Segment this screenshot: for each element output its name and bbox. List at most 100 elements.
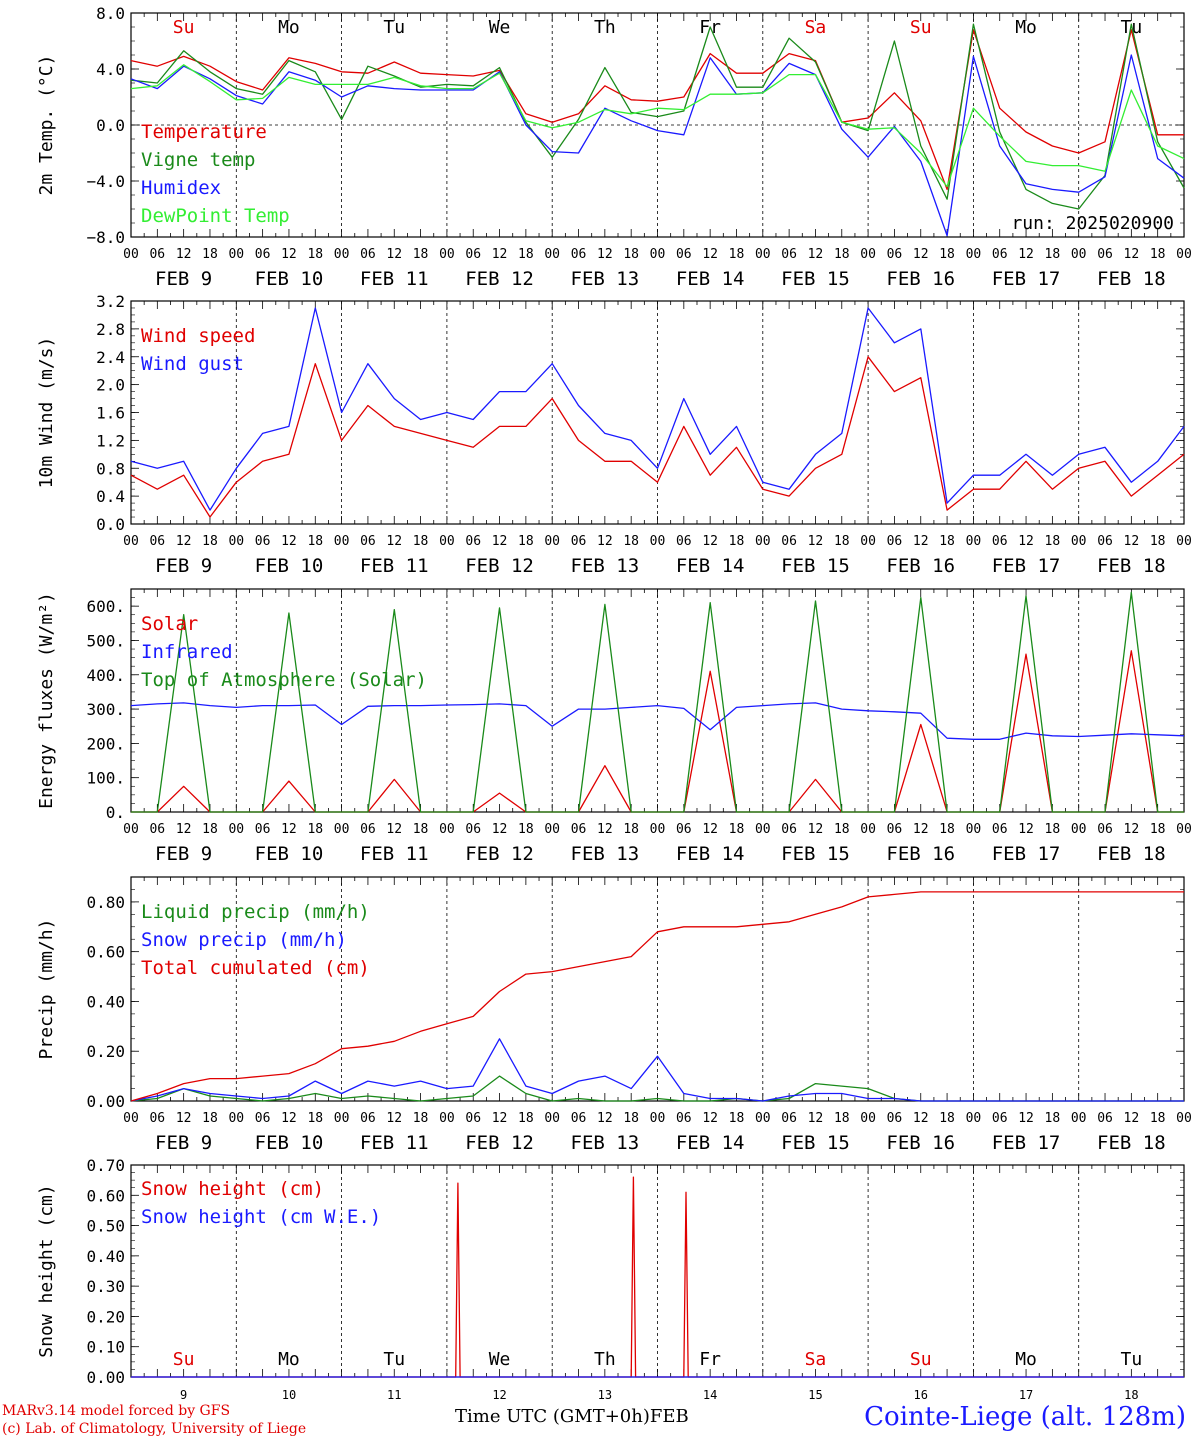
series-line-green xyxy=(130,23,1185,210)
y-tick-label: 500. xyxy=(86,631,125,650)
hour-label: 06 xyxy=(676,534,692,549)
series-line-blue xyxy=(130,307,1185,511)
date-label: FEB 10 xyxy=(255,843,324,865)
hour-label: 00 xyxy=(1176,1111,1192,1126)
y-tick-label: 0.30 xyxy=(86,1277,125,1296)
credit-line-1: MARv3.14 model forced by GFS xyxy=(2,1403,231,1419)
y-axis-label: 10m Wind (m/s) xyxy=(36,337,57,489)
hour-label: 18 xyxy=(202,822,218,837)
hour-label: 06 xyxy=(781,1111,797,1126)
date-label: FEB 12 xyxy=(465,268,534,290)
date-label: FEB 10 xyxy=(255,555,324,577)
hour-label: 18 xyxy=(307,247,323,262)
hour-label: 00 xyxy=(966,1111,982,1126)
hour-label: 12 xyxy=(913,822,929,837)
hour-label: 06 xyxy=(149,247,165,262)
series-line-red xyxy=(130,356,1185,518)
hour-label: 00 xyxy=(1176,534,1192,549)
panel-energy: 600. 500. 400. 300. 200. 100. 0. Energy fluxes … xyxy=(36,588,1192,865)
y-tick-label: 0.70 xyxy=(86,1156,125,1175)
y-axis-label: Energy fluxes (W/m²) xyxy=(36,592,57,809)
plot-frame xyxy=(130,588,1185,813)
hour-label: 12 xyxy=(913,247,929,262)
hour-label: 18 xyxy=(729,247,745,262)
legend-entry: Infrared xyxy=(141,641,233,663)
hour-label: 00 xyxy=(228,1111,244,1126)
hour-label: 12 xyxy=(808,822,824,837)
series-line-red xyxy=(130,29,1184,191)
hour-label: 00 xyxy=(650,247,666,262)
y-tick-label: 0.20 xyxy=(86,1307,125,1326)
hour-label: 06 xyxy=(992,534,1008,549)
hour-label: 12 xyxy=(492,822,508,837)
hour-label: 06 xyxy=(1097,1111,1113,1126)
hour-label: 00 xyxy=(1071,1111,1087,1126)
hour-label: 06 xyxy=(676,1111,692,1126)
series-line-blue xyxy=(130,54,1185,237)
hour-label: 12 xyxy=(386,534,402,549)
hour-label: 12 xyxy=(1124,247,1140,262)
hour-label: 00 xyxy=(123,1111,139,1126)
hour-label: 12 xyxy=(597,534,613,549)
hour-label: 18 xyxy=(834,534,850,549)
x-axis-title: Time UTC (GMT+0h)FEB xyxy=(455,1406,689,1427)
hour-label: 12 xyxy=(1018,822,1034,837)
hour-label: 00 xyxy=(650,534,666,549)
hour-label: 12 xyxy=(1124,534,1140,549)
hour-label: 18 xyxy=(518,822,534,837)
day-name: Su xyxy=(173,17,195,38)
hour-label: 06 xyxy=(887,822,903,837)
day-name: Tu xyxy=(383,17,405,38)
hour-label: 12 xyxy=(492,534,508,549)
date-label: FEB 18 xyxy=(1097,843,1166,865)
hour-label: 18 xyxy=(202,534,218,549)
y-tick-label: 0.0 xyxy=(96,515,125,534)
date-label: FEB 14 xyxy=(676,843,745,865)
date-label: FEB 16 xyxy=(886,843,955,865)
hour-label: 00 xyxy=(650,822,666,837)
hour-label: 12 xyxy=(281,1111,297,1126)
date-label: FEB 17 xyxy=(992,555,1061,577)
hour-label: 00 xyxy=(439,1111,455,1126)
y-tick-label: 0.0 xyxy=(96,116,125,135)
hour-label: 18 xyxy=(623,822,639,837)
legend-entry: Snow precip (mm/h) xyxy=(141,929,347,951)
y-tick-label: 0.4 xyxy=(96,487,125,506)
hour-label: 12 xyxy=(492,1111,508,1126)
hour-label: 00 xyxy=(123,534,139,549)
station-name: Cointe-Liege (alt. 128m) xyxy=(864,1402,1186,1432)
hour-label: 12 xyxy=(1124,1111,1140,1126)
hour-label: 18 xyxy=(1045,822,1061,837)
hour-label: 00 xyxy=(755,534,771,549)
day-name: Th xyxy=(594,17,616,38)
hour-label: 12 xyxy=(702,534,718,549)
hour-label: 18 xyxy=(518,1111,534,1126)
legend-entry: Snow height (cm W.E.) xyxy=(141,1206,381,1228)
date-label: FEB 15 xyxy=(781,268,850,290)
y-tick-label: −4.0 xyxy=(86,172,125,191)
hour-label: 06 xyxy=(360,1111,376,1126)
hour-label: 12 xyxy=(176,1111,192,1126)
y-tick-label: 0.00 xyxy=(86,1092,125,1111)
hour-label: 18 xyxy=(834,822,850,837)
y-axis-label: 2m Temp. (°C) xyxy=(36,55,57,196)
date-label: FEB 9 xyxy=(155,1132,212,1154)
hour-label: 00 xyxy=(966,534,982,549)
y-tick-label: −8.0 xyxy=(86,228,125,247)
date-label: FEB 18 xyxy=(1097,555,1166,577)
date-label: FEB 18 xyxy=(1097,1132,1166,1154)
date-label: FEB 16 xyxy=(886,1132,955,1154)
hour-label: 00 xyxy=(755,1111,771,1126)
hour-label: 12 xyxy=(808,1111,824,1126)
hour-label: 18 xyxy=(413,247,429,262)
day-number: 9 xyxy=(180,1388,187,1402)
plot-frame xyxy=(130,300,1185,525)
y-tick-label: 300. xyxy=(86,700,125,719)
y-tick-label: 0.10 xyxy=(86,1338,125,1357)
hour-label: 06 xyxy=(465,247,481,262)
legend-entry: Humidex xyxy=(141,177,221,199)
legend-entry: Vigne temp xyxy=(141,149,255,171)
hour-label: 18 xyxy=(623,247,639,262)
hour-label: 00 xyxy=(334,1111,350,1126)
day-name: Tu xyxy=(1121,1349,1143,1370)
